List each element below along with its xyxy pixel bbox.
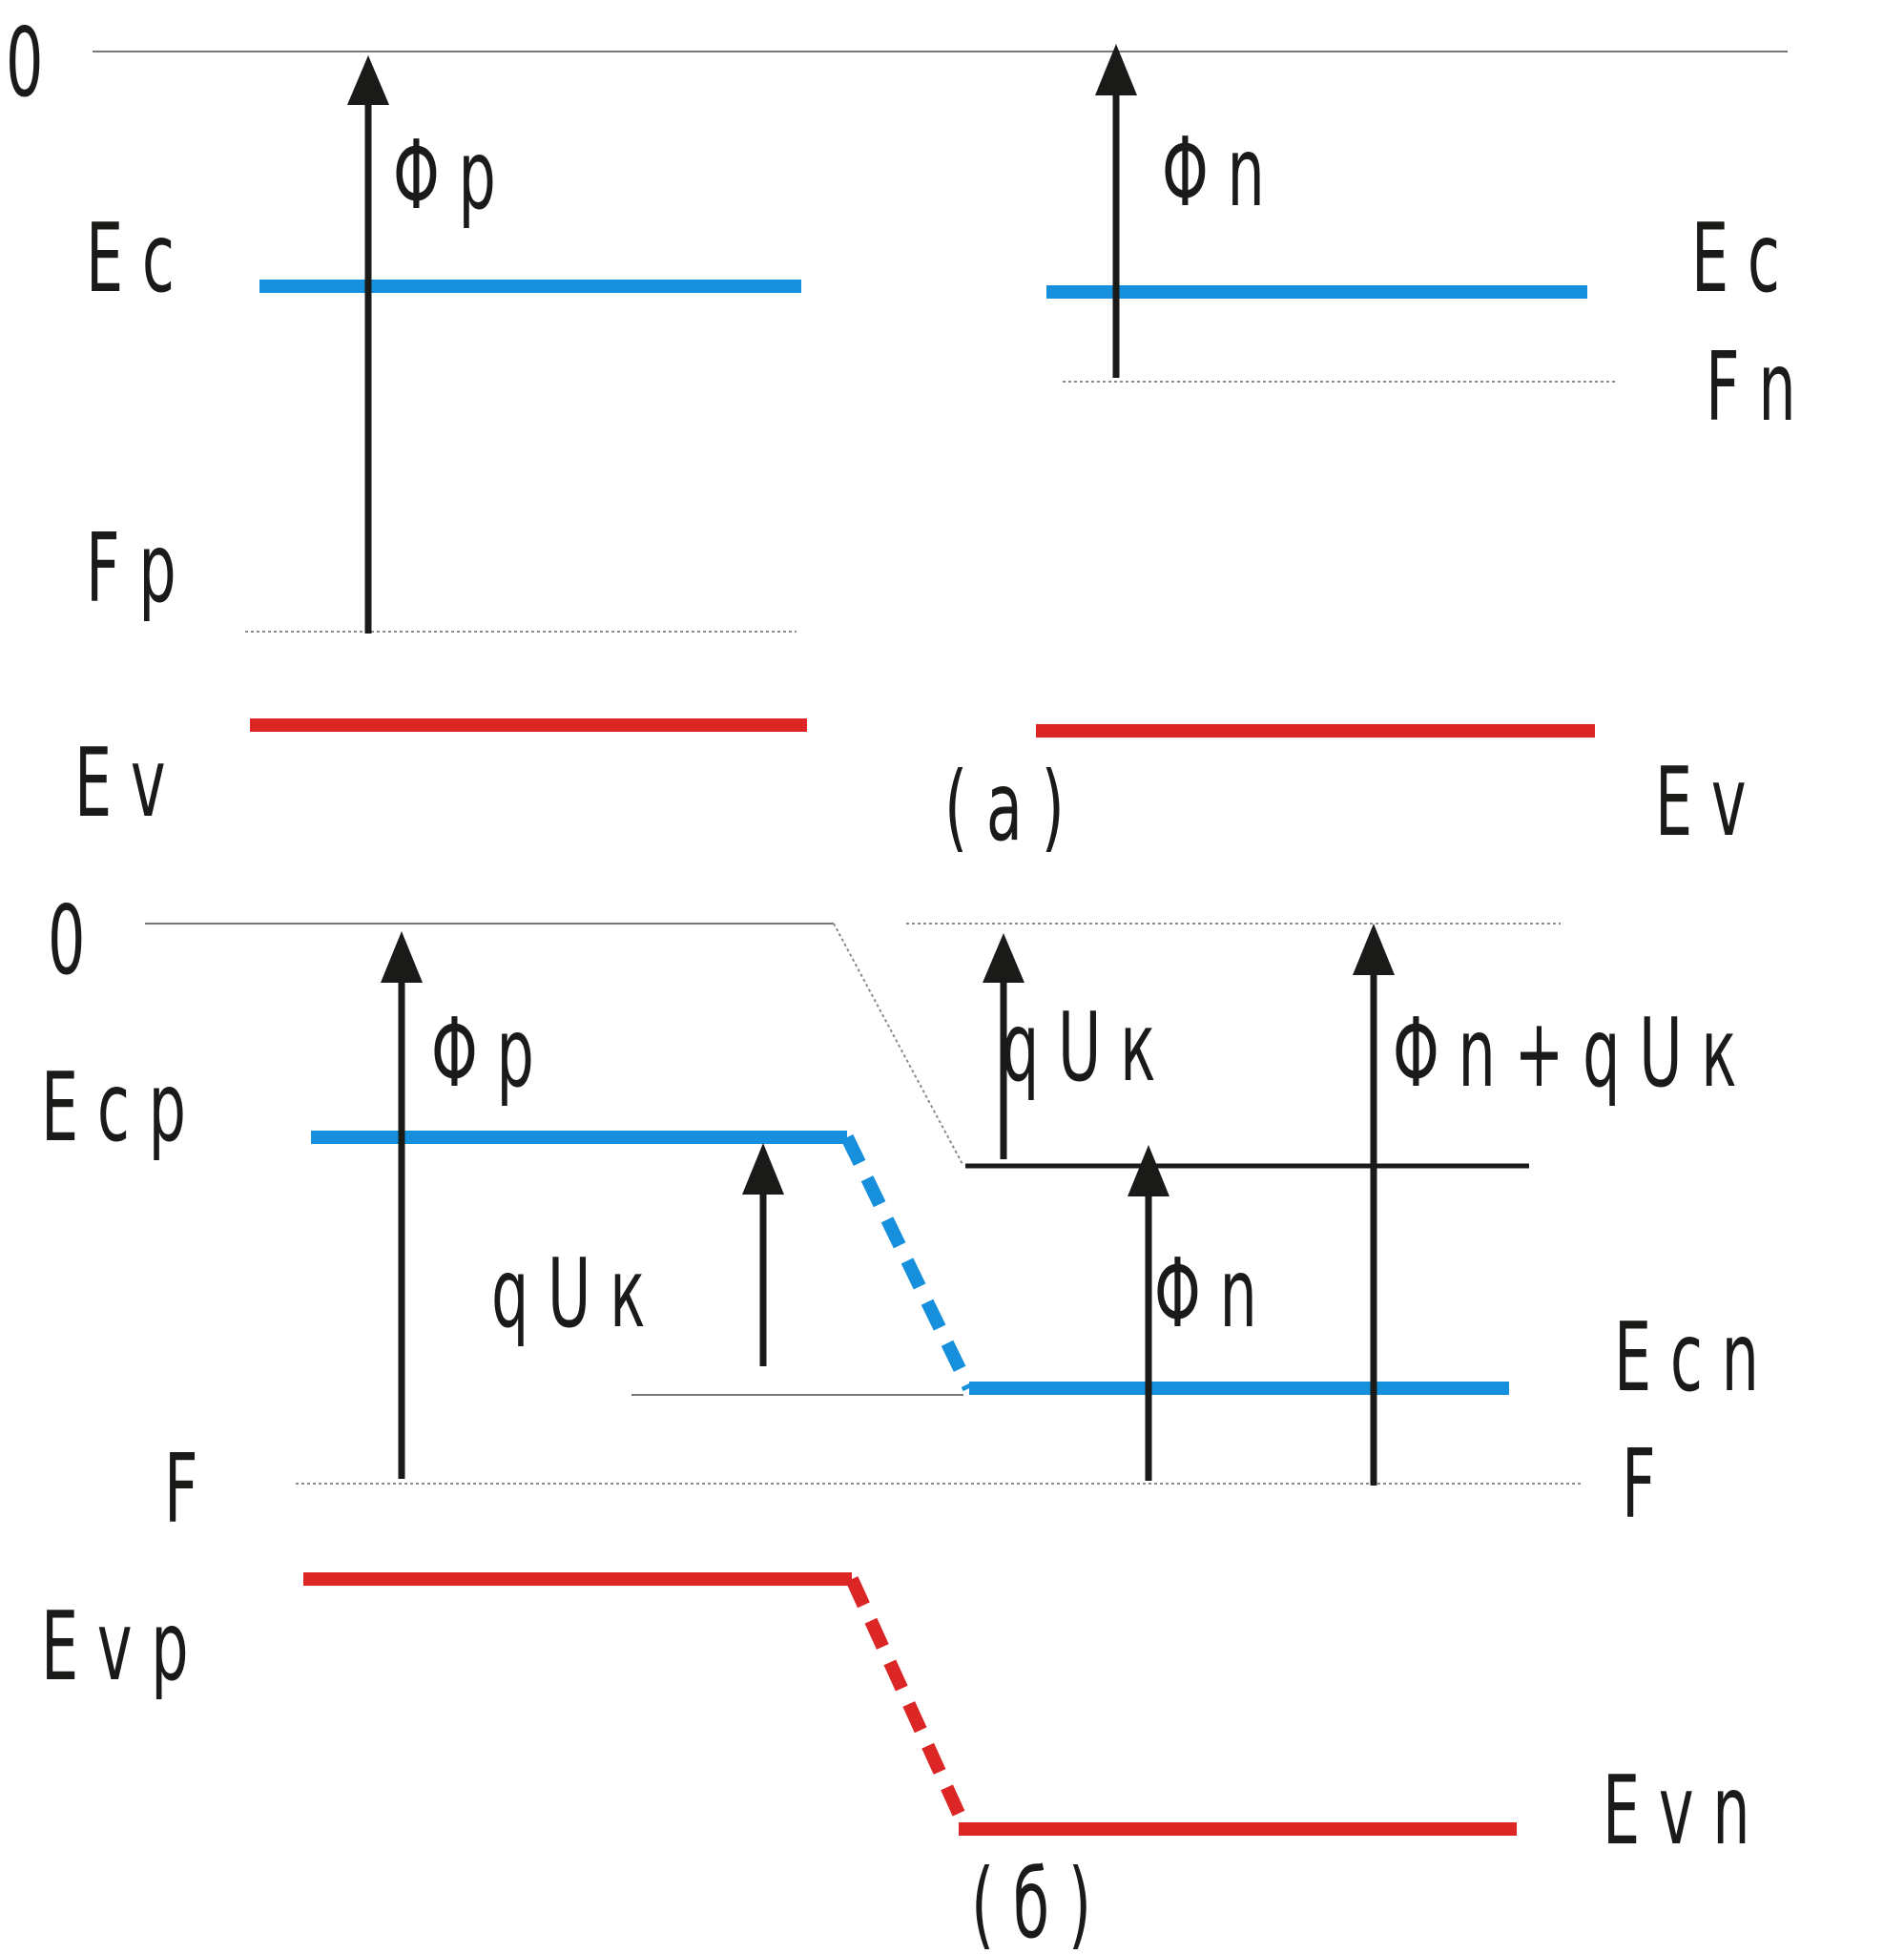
evn-label: E v n bbox=[1603, 1755, 1750, 1866]
quk-lower-arrowhead bbox=[742, 1143, 784, 1195]
valence-band-transition bbox=[845, 1576, 972, 1831]
caption-b: ( б ) bbox=[971, 1848, 1091, 1954]
phi-p-arrowhead-b bbox=[381, 931, 423, 983]
zero-label: 0 bbox=[6, 7, 43, 118]
phi-n-arrowhead bbox=[1095, 44, 1137, 95]
phi-n-plus-quk-label: Φ n + q U к bbox=[1393, 997, 1737, 1109]
fermi-right-label: F bbox=[1622, 1428, 1656, 1540]
caption-a: ( a ) bbox=[944, 751, 1065, 863]
zero-label-b: 0 bbox=[48, 884, 85, 996]
quk-upper-arrowhead bbox=[983, 933, 1024, 983]
panel-a: 0 E c F p E v Φ p E c F n E v Φ n ( a ) bbox=[6, 7, 1796, 863]
evp-label: E v p bbox=[41, 1590, 189, 1702]
phi-n-plus-quk-arrowhead bbox=[1353, 924, 1395, 975]
ev-label-p: E v bbox=[74, 727, 166, 839]
conduction-band-transition bbox=[840, 1133, 976, 1392]
quk-lower-label: q U к bbox=[491, 1237, 646, 1349]
phi-n-label-b: Φ n bbox=[1154, 1237, 1257, 1349]
vacuum-level-slope bbox=[833, 923, 964, 1167]
ecp-label: E c p bbox=[41, 1051, 186, 1163]
fermi-label-n: F n bbox=[1706, 331, 1796, 443]
ev-label-n: E v bbox=[1655, 746, 1747, 858]
phi-p-label-b: Φ p bbox=[431, 997, 534, 1109]
quk-upper-label: q U к bbox=[1002, 991, 1156, 1103]
phi-p-label: Φ p bbox=[393, 119, 496, 231]
phi-p-arrowhead bbox=[347, 55, 389, 105]
fermi-label-p: F p bbox=[86, 512, 176, 624]
phi-n-arrowhead-b bbox=[1128, 1145, 1169, 1196]
ecn-label: E c n bbox=[1614, 1301, 1759, 1413]
fermi-left-label: F bbox=[164, 1433, 198, 1545]
ec-label-n: E c bbox=[1691, 202, 1780, 314]
ec-label-p: E c bbox=[86, 202, 175, 314]
phi-n-label: Φ n bbox=[1162, 116, 1265, 228]
panel-b: 0 E c p F E v p E c n F E v n Φ p q U к … bbox=[41, 884, 1759, 1954]
